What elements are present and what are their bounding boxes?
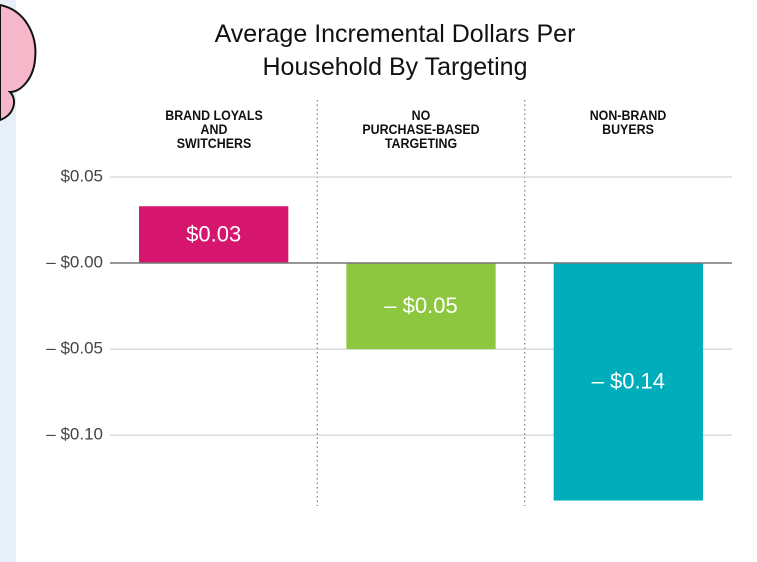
y-tick-label: – $0.10 — [46, 425, 103, 444]
value-label: $0.03 — [186, 221, 241, 246]
category-label: BRAND LOYALS AND SWITCHERS — [126, 109, 301, 151]
chart: $0.05 – $0.00 – $0.05 – $0.10 $0.03 – $0.05 – … — [0, 0, 757, 562]
y-tick-label: – $0.05 — [46, 339, 103, 358]
decoration — [0, 5, 35, 120]
chart-title: Average Incremental Dollars Per Househol… — [140, 18, 650, 84]
y-tick-label: $0.05 — [60, 166, 103, 185]
category-label: NON-BRAND BUYERS — [541, 109, 716, 137]
value-label: – $0.05 — [384, 293, 457, 318]
category-label: NO PURCHASE-BASED TARGETING — [334, 109, 509, 151]
y-tick-label: – $0.00 — [46, 253, 103, 272]
page: $0.05 – $0.00 – $0.05 – $0.10 $0.03 – $0.05 – … — [0, 0, 757, 562]
value-label: – $0.14 — [592, 369, 665, 394]
